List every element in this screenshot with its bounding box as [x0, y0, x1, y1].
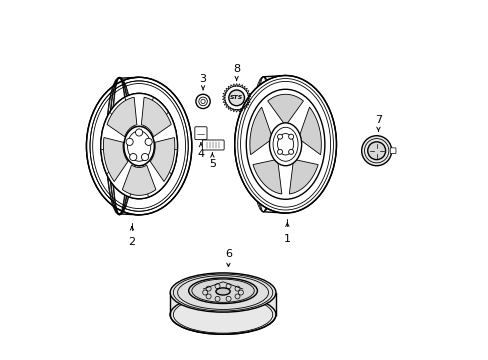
Polygon shape [289, 159, 318, 194]
Polygon shape [249, 107, 272, 155]
Polygon shape [252, 159, 281, 194]
Polygon shape [103, 138, 128, 181]
Ellipse shape [234, 76, 336, 213]
Text: 8: 8 [233, 64, 240, 73]
Ellipse shape [123, 126, 154, 166]
Text: 7: 7 [374, 114, 381, 125]
FancyBboxPatch shape [389, 148, 395, 154]
Text: 4: 4 [197, 149, 204, 159]
Circle shape [145, 138, 152, 145]
Text: 6: 6 [224, 249, 231, 258]
Circle shape [277, 149, 282, 154]
Ellipse shape [269, 123, 301, 166]
Circle shape [129, 153, 137, 161]
Circle shape [288, 134, 293, 139]
Circle shape [361, 136, 391, 166]
Circle shape [135, 129, 142, 136]
Text: 3: 3 [199, 73, 206, 84]
Circle shape [367, 142, 385, 159]
Text: 2: 2 [128, 237, 135, 247]
Polygon shape [150, 138, 175, 181]
Circle shape [141, 153, 148, 161]
Circle shape [135, 129, 142, 136]
Ellipse shape [123, 126, 154, 166]
Text: 5: 5 [208, 159, 215, 169]
Ellipse shape [101, 94, 177, 199]
FancyBboxPatch shape [202, 140, 224, 150]
Circle shape [126, 138, 133, 145]
Ellipse shape [170, 295, 275, 334]
Circle shape [129, 153, 137, 161]
Polygon shape [298, 107, 321, 155]
Polygon shape [122, 165, 156, 195]
Circle shape [196, 94, 210, 109]
Circle shape [228, 90, 244, 106]
Circle shape [277, 134, 282, 139]
Circle shape [145, 138, 152, 145]
Circle shape [288, 149, 293, 154]
Ellipse shape [216, 288, 230, 295]
FancyBboxPatch shape [194, 127, 206, 140]
Ellipse shape [188, 278, 257, 303]
Ellipse shape [246, 89, 324, 199]
Ellipse shape [170, 273, 275, 312]
Text: STS: STS [229, 95, 243, 100]
Ellipse shape [101, 93, 177, 199]
Circle shape [141, 153, 148, 161]
Polygon shape [107, 97, 137, 137]
Polygon shape [267, 94, 303, 126]
Polygon shape [141, 97, 171, 137]
Circle shape [126, 138, 133, 145]
Text: 1: 1 [284, 234, 290, 244]
